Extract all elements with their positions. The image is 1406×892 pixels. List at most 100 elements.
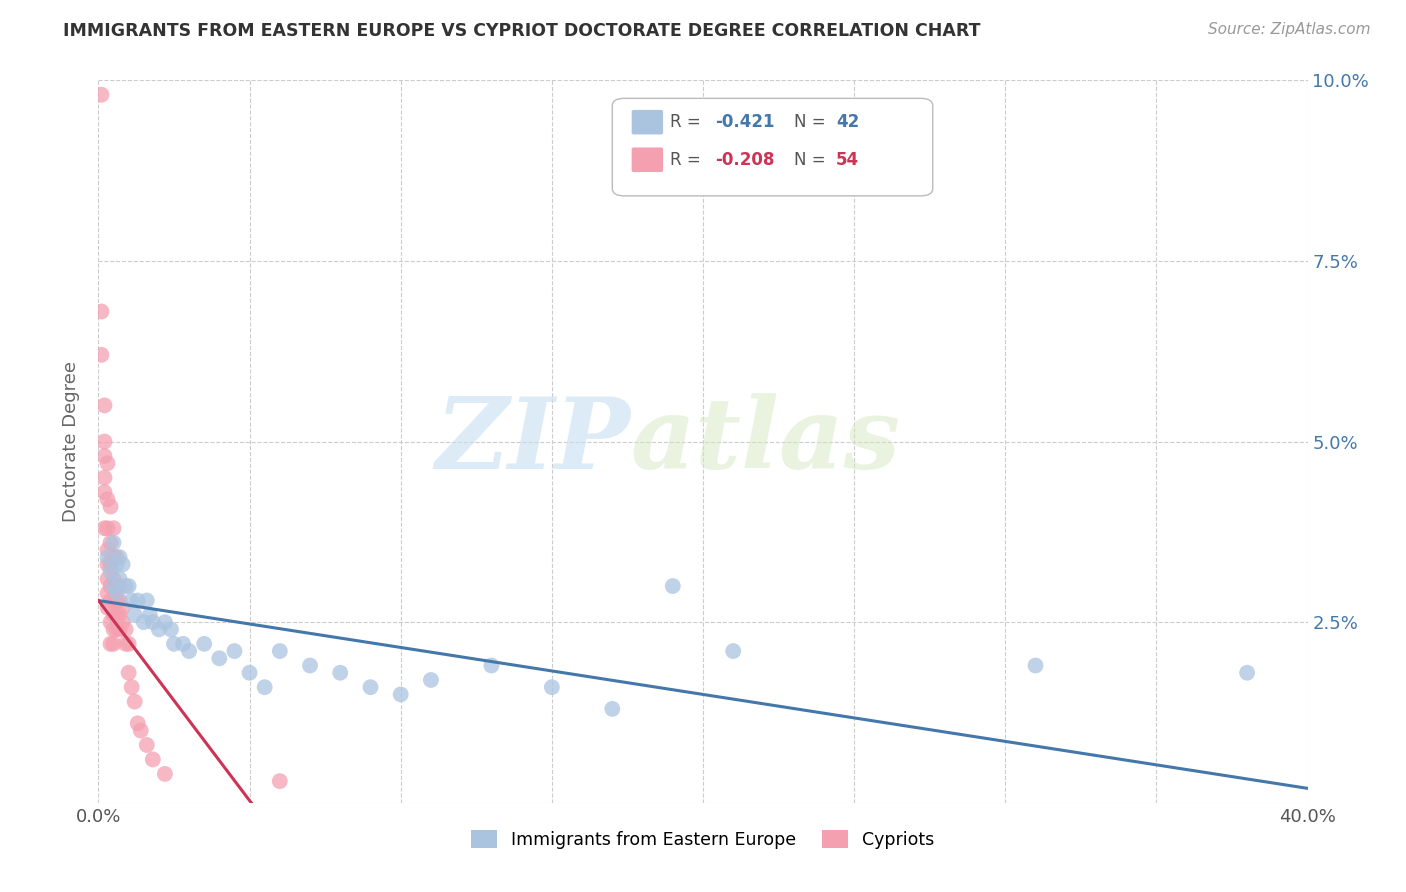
Text: 42: 42	[837, 113, 859, 131]
Point	[124, 695, 146, 709]
Point	[602, 702, 624, 716]
Point	[100, 535, 122, 549]
Point	[105, 586, 128, 600]
Point	[96, 492, 118, 507]
Point	[105, 593, 128, 607]
Point	[96, 600, 118, 615]
Point	[420, 673, 443, 687]
Point	[93, 398, 115, 412]
Point	[540, 680, 562, 694]
Point	[114, 637, 136, 651]
Point	[148, 623, 170, 637]
Point	[90, 348, 112, 362]
Text: R =: R =	[671, 113, 706, 131]
Point	[142, 752, 165, 766]
Point	[108, 579, 131, 593]
Point	[108, 593, 131, 607]
Point	[127, 716, 149, 731]
Point	[100, 637, 122, 651]
Point	[118, 579, 141, 593]
Point	[108, 607, 131, 622]
Point	[108, 623, 131, 637]
Point	[103, 550, 125, 565]
Point	[142, 615, 165, 630]
Point	[100, 565, 122, 579]
Point	[153, 615, 176, 630]
Point	[100, 615, 122, 630]
Point	[96, 586, 118, 600]
Text: ZIP: ZIP	[436, 393, 630, 490]
Point	[114, 579, 136, 593]
Point	[723, 644, 745, 658]
Point	[93, 521, 115, 535]
Point	[208, 651, 231, 665]
FancyBboxPatch shape	[631, 147, 664, 172]
Point	[93, 449, 115, 463]
Legend: Immigrants from Eastern Europe, Cypriots: Immigrants from Eastern Europe, Cypriots	[464, 823, 942, 855]
Point	[103, 572, 125, 586]
Point	[103, 637, 125, 651]
Point	[108, 572, 131, 586]
Point	[103, 521, 125, 535]
Point	[103, 579, 125, 593]
Point	[172, 637, 194, 651]
Point	[100, 579, 122, 593]
Point	[96, 550, 118, 565]
Point	[103, 535, 125, 549]
Point	[121, 680, 143, 694]
Point	[105, 550, 128, 565]
Point	[93, 485, 115, 500]
Point	[121, 593, 143, 607]
Text: IMMIGRANTS FROM EASTERN EUROPE VS CYPRIOT DOCTORATE DEGREE CORRELATION CHART: IMMIGRANTS FROM EASTERN EUROPE VS CYPRIO…	[63, 22, 981, 40]
Point	[93, 434, 115, 449]
Point	[118, 665, 141, 680]
Text: R =: R =	[671, 151, 706, 169]
Point	[269, 774, 291, 789]
Point	[481, 658, 503, 673]
Point	[100, 500, 122, 514]
Point	[239, 665, 262, 680]
Point	[105, 579, 128, 593]
Point	[90, 87, 112, 102]
Point	[160, 623, 183, 637]
Point	[299, 658, 322, 673]
Point	[108, 550, 131, 565]
Point	[1024, 658, 1046, 673]
Point	[163, 637, 186, 651]
Text: Source: ZipAtlas.com: Source: ZipAtlas.com	[1208, 22, 1371, 37]
Point	[103, 593, 125, 607]
Point	[124, 607, 146, 622]
Text: atlas: atlas	[630, 393, 900, 490]
Point	[103, 607, 125, 622]
Point	[93, 471, 115, 485]
Point	[661, 579, 683, 593]
Text: -0.421: -0.421	[716, 113, 775, 131]
Point	[96, 542, 118, 557]
Point	[153, 767, 176, 781]
Point	[193, 637, 215, 651]
Point	[111, 615, 134, 630]
Point	[118, 637, 141, 651]
Point	[269, 644, 291, 658]
Point	[96, 558, 118, 572]
Point	[105, 623, 128, 637]
Point	[100, 593, 122, 607]
Point	[100, 558, 122, 572]
Point	[105, 607, 128, 622]
Point	[96, 456, 118, 470]
Point	[179, 644, 201, 658]
Point	[114, 623, 136, 637]
Point	[132, 615, 155, 630]
Text: -0.208: -0.208	[716, 151, 775, 169]
Point	[111, 558, 134, 572]
Point	[127, 593, 149, 607]
Point	[329, 665, 352, 680]
Point	[96, 572, 118, 586]
Point	[224, 644, 246, 658]
Text: N =: N =	[793, 113, 831, 131]
Text: N =: N =	[793, 151, 831, 169]
Point	[90, 304, 112, 318]
Point	[103, 623, 125, 637]
Point	[105, 558, 128, 572]
Point	[1236, 665, 1258, 680]
